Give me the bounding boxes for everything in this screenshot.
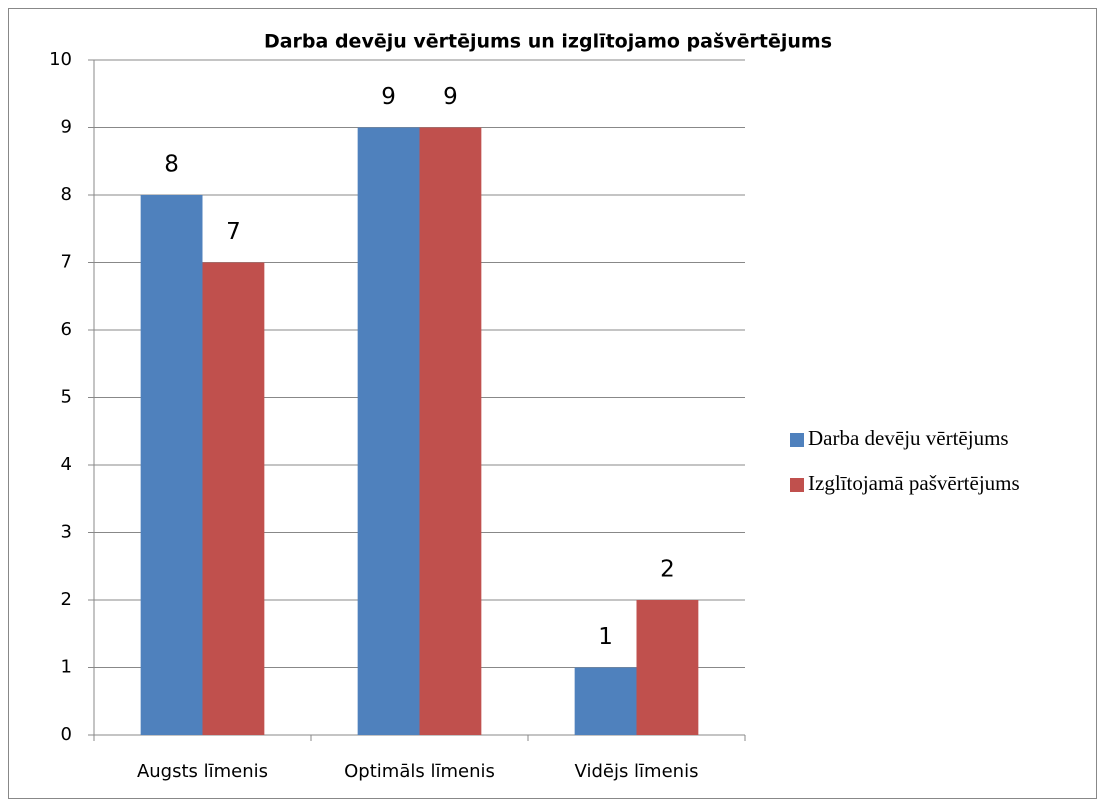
legend-label: Darba devēju vērtējums (808, 426, 1009, 450)
x-tick-label: Augsts līmenis (137, 761, 268, 782)
y-tick-label: 5 (61, 387, 72, 408)
data-label: 9 (443, 84, 458, 110)
data-label: 8 (164, 152, 179, 178)
y-tick-label: 10 (49, 49, 72, 70)
y-tick-label: 6 (61, 319, 72, 340)
y-tick-label: 8 (61, 184, 72, 205)
legend-swatch (790, 433, 804, 447)
bar (636, 600, 699, 735)
y-tick-label: 1 (61, 657, 72, 678)
y-tick-label: 0 (61, 724, 72, 745)
bar (357, 127, 420, 735)
x-tick-label: Optimāls līmenis (344, 761, 495, 782)
bar (574, 667, 637, 735)
y-tick-label: 2 (61, 589, 72, 610)
bar (140, 195, 203, 735)
data-label: 9 (381, 84, 396, 110)
data-label: 1 (598, 624, 613, 650)
legend-swatch (790, 478, 804, 492)
legend-label: Izglītojamā pašvērtējums (808, 471, 1020, 495)
bar (419, 127, 482, 735)
y-tick-label: 7 (61, 252, 72, 273)
data-label: 2 (660, 557, 675, 583)
y-tick-label: 3 (61, 522, 72, 543)
x-tick-label: Vidējs līmenis (575, 761, 699, 782)
data-label: 7 (226, 219, 241, 245)
bar (202, 262, 265, 735)
y-tick-label: 4 (61, 454, 72, 475)
y-tick-label: 9 (61, 117, 72, 138)
chart-title: Darba devēju vērtējums un izglītojamo pa… (264, 31, 832, 53)
